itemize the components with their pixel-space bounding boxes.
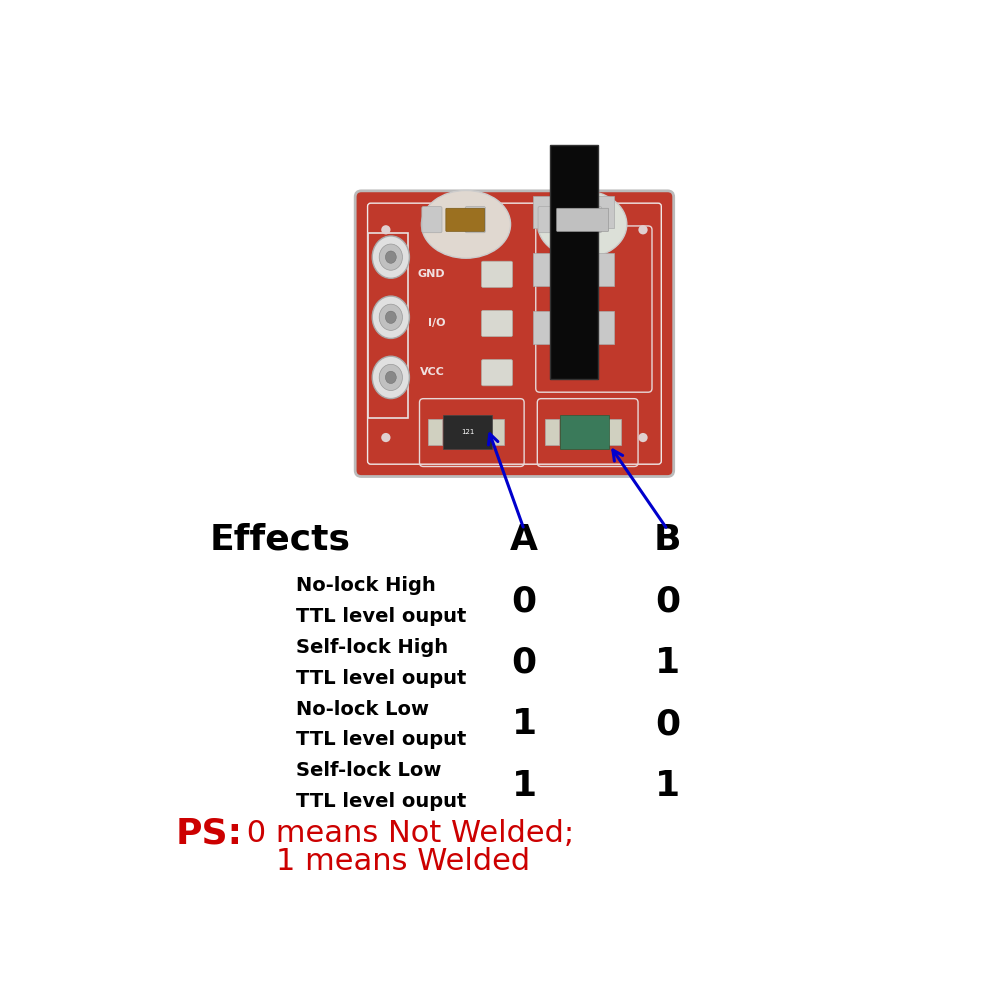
Circle shape	[638, 225, 648, 234]
Ellipse shape	[385, 251, 396, 263]
FancyBboxPatch shape	[597, 196, 614, 228]
Ellipse shape	[372, 356, 409, 399]
FancyBboxPatch shape	[482, 261, 512, 287]
Circle shape	[381, 433, 391, 442]
FancyBboxPatch shape	[581, 207, 602, 233]
Ellipse shape	[379, 304, 402, 330]
Ellipse shape	[538, 190, 627, 258]
Text: 0 means Not Welded;: 0 means Not Welded;	[237, 819, 574, 848]
Ellipse shape	[379, 364, 402, 391]
Text: 0: 0	[655, 584, 680, 618]
Text: GND: GND	[417, 269, 445, 279]
Ellipse shape	[421, 190, 511, 258]
Text: 1 means Welded: 1 means Welded	[237, 847, 530, 876]
Text: PS:: PS:	[175, 817, 242, 851]
FancyBboxPatch shape	[490, 419, 504, 445]
FancyBboxPatch shape	[422, 207, 442, 233]
Text: VCC: VCC	[420, 367, 445, 377]
Ellipse shape	[379, 244, 402, 270]
Text: 1: 1	[655, 646, 680, 680]
Text: 0: 0	[512, 584, 537, 618]
Text: Self-lock High: Self-lock High	[296, 638, 448, 657]
Text: TTL level ouput: TTL level ouput	[296, 607, 466, 626]
FancyBboxPatch shape	[597, 253, 614, 286]
Circle shape	[638, 433, 648, 442]
Text: 1: 1	[512, 769, 537, 803]
Text: No-lock Low: No-lock Low	[296, 700, 428, 719]
Text: 121: 121	[461, 429, 474, 435]
Ellipse shape	[372, 236, 409, 278]
FancyBboxPatch shape	[533, 311, 550, 344]
Text: TTL level ouput: TTL level ouput	[296, 792, 466, 811]
FancyBboxPatch shape	[560, 415, 609, 449]
Text: Self-lock Low: Self-lock Low	[296, 761, 441, 780]
FancyBboxPatch shape	[465, 207, 485, 233]
Text: 1: 1	[655, 769, 680, 803]
FancyBboxPatch shape	[607, 419, 621, 445]
FancyBboxPatch shape	[482, 360, 512, 386]
FancyBboxPatch shape	[557, 208, 609, 231]
Text: 1: 1	[512, 707, 537, 741]
Ellipse shape	[385, 371, 396, 384]
FancyBboxPatch shape	[482, 310, 512, 337]
FancyBboxPatch shape	[428, 419, 442, 445]
FancyBboxPatch shape	[443, 415, 492, 449]
FancyBboxPatch shape	[355, 191, 674, 477]
FancyBboxPatch shape	[446, 208, 485, 231]
Text: TTL level ouput: TTL level ouput	[296, 730, 466, 749]
FancyBboxPatch shape	[538, 207, 558, 233]
Text: B: B	[654, 523, 681, 557]
FancyBboxPatch shape	[533, 196, 550, 228]
Ellipse shape	[385, 311, 396, 323]
Text: TTL level ouput: TTL level ouput	[296, 669, 466, 688]
Circle shape	[381, 225, 391, 234]
FancyBboxPatch shape	[545, 419, 559, 445]
FancyBboxPatch shape	[550, 145, 598, 379]
Text: I/O: I/O	[428, 318, 445, 328]
Ellipse shape	[372, 296, 409, 338]
Text: A: A	[510, 523, 538, 557]
FancyBboxPatch shape	[533, 253, 550, 286]
Text: 0: 0	[655, 707, 680, 741]
Text: No-lock High: No-lock High	[296, 576, 435, 595]
FancyBboxPatch shape	[597, 311, 614, 344]
Text: 0: 0	[512, 646, 537, 680]
Text: Effects: Effects	[210, 523, 351, 557]
